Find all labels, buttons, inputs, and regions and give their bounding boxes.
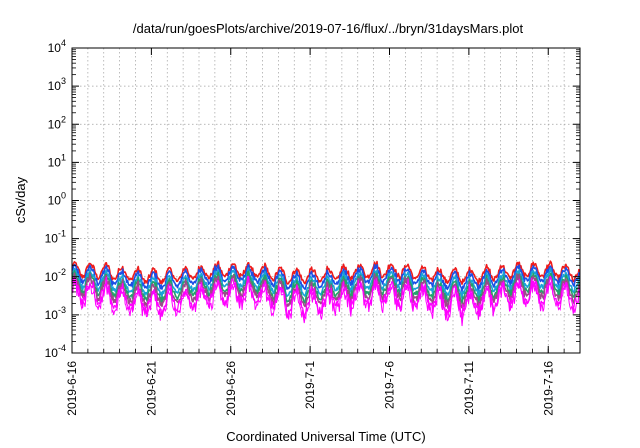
y-tick-label: 10-4 (45, 343, 66, 360)
chart-title: /data/run/goesPlots/archive/2019-07-16/f… (133, 21, 524, 36)
x-tick-label: 2019-6-26 (224, 361, 238, 416)
y-tick-label: 10-3 (45, 305, 66, 322)
x-tick-label: 2019-7-16 (541, 361, 555, 416)
x-tick-label: 2019-6-16 (65, 361, 79, 416)
series-line (71, 260, 580, 286)
series-layer (71, 260, 580, 327)
x-tick-label: 2019-6-21 (144, 361, 158, 416)
x-tick-label: 2019-7-1 (303, 361, 317, 409)
grid (72, 48, 580, 353)
ticks: 104 103 102 101 100 10-1 10-2 10-3 10-42019-6-16… (45, 38, 580, 416)
x-tick-label: 2019-7-11 (462, 361, 476, 415)
y-tick-label: 10-2 (45, 267, 66, 284)
series-line (71, 272, 580, 310)
y-tick-label: 101 (48, 152, 66, 169)
y-tick-label: 100 (48, 191, 66, 208)
y-axis-label: cSv/day (13, 176, 28, 223)
x-axis-label: Coordinated Universal Time (UTC) (226, 429, 425, 444)
y-tick-label: 103 (48, 76, 66, 93)
x-tick-label: 2019-7-6 (383, 361, 397, 409)
y-tick-label: 104 (48, 38, 66, 55)
series-line (71, 263, 580, 293)
y-tick-label: 102 (48, 114, 66, 131)
series-line (71, 276, 580, 327)
y-tick-label: 10-1 (45, 229, 66, 246)
series-line (71, 267, 580, 300)
